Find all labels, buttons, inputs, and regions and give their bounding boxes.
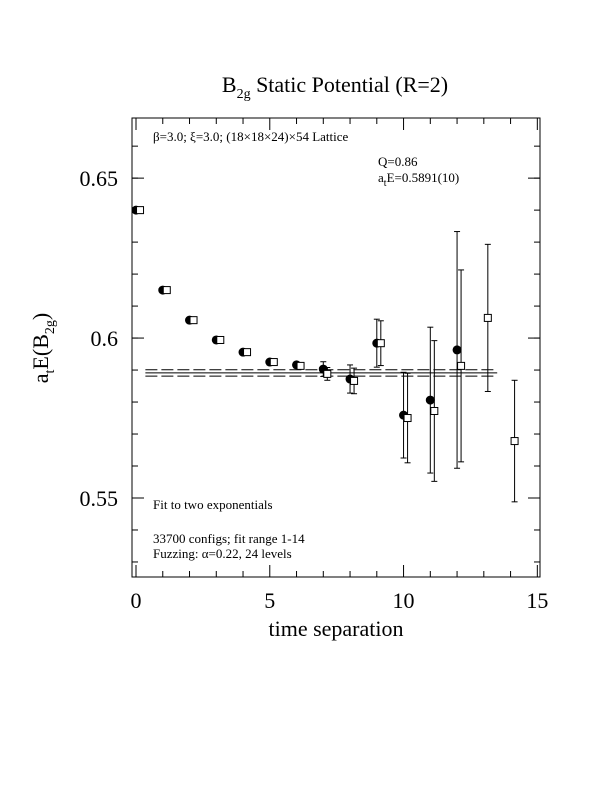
annotation: 33700 configs; fit range 1-14 — [153, 531, 305, 546]
x-tick-label: 5 — [264, 588, 275, 613]
y-tick-label: 0.55 — [80, 486, 119, 511]
text-part: Fit to two exponentials — [153, 497, 273, 512]
point — [457, 361, 466, 370]
y-axis-label: at​E(B2g​) — [28, 313, 58, 383]
point — [430, 406, 439, 415]
y-tick-label: 0.65 — [80, 166, 119, 191]
annotation: at​E=0.5891(10) — [378, 170, 459, 189]
text-part: B — [222, 72, 237, 97]
point — [189, 316, 198, 325]
point — [162, 286, 171, 295]
point — [296, 361, 305, 370]
point — [216, 335, 225, 344]
plot-area — [132, 205, 519, 503]
text-part: E(B — [28, 334, 53, 369]
point — [403, 414, 412, 423]
text-part: 33700 configs; fit range 1-14 — [153, 531, 305, 546]
text-part: Fuzzing: α=0.22, 24 levels — [153, 546, 292, 561]
annotation: Fuzzing: α=0.22, 24 levels — [153, 546, 292, 561]
x-tick-label: 15 — [526, 588, 548, 613]
chart-title: B2g​ Static Potential (R=2) — [222, 72, 448, 102]
point — [452, 345, 462, 355]
subscript: t — [43, 369, 58, 373]
x-tick-label: 0 — [131, 588, 142, 613]
subscript: 2g — [237, 87, 251, 102]
plot-frame — [131, 117, 541, 578]
point — [243, 348, 252, 357]
point — [425, 395, 435, 405]
subscript: t — [384, 178, 387, 189]
text-part: Static Potential (R=2) — [251, 72, 449, 97]
annotation: β=3.0; ξ=3.0; (18×18×24)×54 Lattice — [153, 129, 349, 144]
x-tick-label: 10 — [393, 588, 415, 613]
annotation: Fit to two exponentials — [153, 497, 273, 512]
x-axis-label: time separation — [268, 616, 403, 641]
point — [483, 313, 492, 322]
point — [269, 358, 278, 367]
text-part: β=3.0; ξ=3.0; (18×18×24)×54 Lattice — [153, 129, 349, 144]
text-part: a — [378, 170, 384, 185]
point — [136, 206, 145, 215]
text-part: ) — [28, 313, 53, 320]
text-part: a — [28, 373, 53, 383]
point — [323, 369, 332, 378]
text-part: E=0.5891(10) — [387, 170, 460, 185]
text-part: time separation — [268, 616, 403, 641]
point — [510, 437, 519, 446]
point — [350, 376, 359, 385]
subscript: 2g — [43, 320, 58, 334]
point — [376, 339, 385, 348]
text-part: Q=0.86 — [378, 154, 418, 169]
y-tick-label: 0.6 — [91, 326, 119, 351]
annotation: Q=0.86 — [378, 154, 418, 169]
